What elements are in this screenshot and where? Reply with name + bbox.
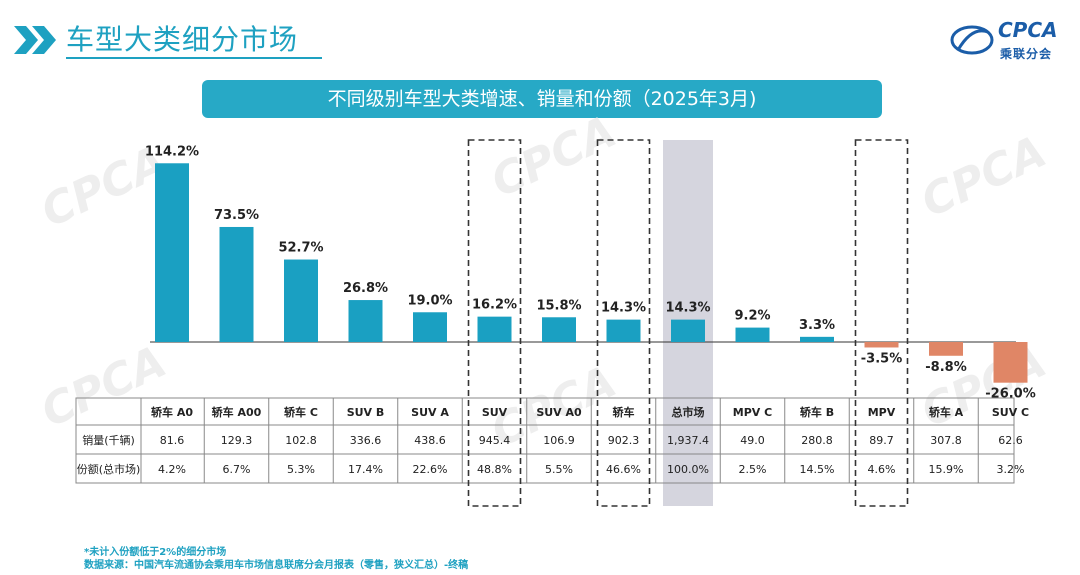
data-table: 轿车 A0 轿车 A00 轿车 C SUV B SUV A SUV SUV A0 轿车 总市场 M… bbox=[75, 397, 1029, 484]
table-cell: 5.5% bbox=[545, 463, 573, 476]
logo-text: CPCA bbox=[998, 18, 1058, 42]
table-cell: 438.6 bbox=[414, 434, 446, 447]
dashed-box bbox=[596, 139, 651, 507]
table-cell: 902.3 bbox=[608, 434, 640, 447]
table-border bbox=[75, 397, 1015, 484]
bar-4 bbox=[348, 300, 383, 342]
bar-value-label: 26.8% bbox=[343, 281, 388, 296]
bar-value-label: 52.7% bbox=[278, 241, 323, 256]
table-header-cell: 轿车 A00 bbox=[212, 405, 262, 419]
table-cell: 1,937.4 bbox=[667, 434, 709, 447]
bar-13 bbox=[929, 342, 963, 356]
bar-3 bbox=[284, 259, 318, 342]
table-row-header: 份额(总市场) bbox=[77, 462, 141, 476]
table-header-cell: 轿车 A0 bbox=[151, 405, 193, 419]
table-cell: 62.6 bbox=[998, 434, 1023, 447]
bar-value-label: 114.2% bbox=[145, 144, 199, 159]
table-header-cell: 轿车 C bbox=[284, 405, 318, 419]
footer-note: *未计入份额低于2%的细分市场 bbox=[84, 547, 227, 558]
bar-11 bbox=[800, 336, 834, 342]
page-title: 车型大类细分市场 bbox=[66, 23, 299, 56]
table-cell: 46.6% bbox=[606, 463, 641, 476]
table-cell: 14.5% bbox=[800, 463, 835, 476]
cpca-logo-icon bbox=[950, 25, 994, 55]
bar-value-label: 19.0% bbox=[407, 293, 452, 308]
chevron-arrows-icon bbox=[14, 26, 56, 54]
bar-value-label: 16.2% bbox=[472, 298, 517, 313]
table-header-cell: MPV C bbox=[733, 406, 772, 419]
bar-value-label: 3.3% bbox=[799, 318, 835, 333]
table-cell: 336.6 bbox=[350, 434, 382, 447]
footer-source: 数据来源：中国汽车流通协会乘用车市场信息联席分会月报表（零售，狭义汇总）-终稿 bbox=[84, 560, 469, 571]
table-cell: 48.8% bbox=[477, 463, 512, 476]
bar-value-label: -8.8% bbox=[925, 360, 966, 375]
table-cell: 2.5% bbox=[739, 463, 767, 476]
table-header-cell: 轿车 bbox=[613, 405, 635, 419]
table-cell: 81.6 bbox=[160, 434, 185, 447]
table-row-header: 销量(千辆) bbox=[82, 433, 135, 447]
watermark-text: CPCA bbox=[484, 106, 624, 208]
bar-14 bbox=[993, 342, 1028, 383]
table-cell: 5.3% bbox=[287, 463, 315, 476]
table-header-cell: 总市场 bbox=[672, 405, 705, 419]
table-cell: 102.8 bbox=[285, 434, 317, 447]
table-cell: 106.9 bbox=[543, 434, 575, 447]
bar-10 bbox=[735, 327, 770, 342]
bars-layer: 114.2% 73.5% 52.7% 26.8% 19.0% 16.2% 15.8% 14.3… bbox=[145, 144, 1036, 401]
bar-6 bbox=[477, 316, 512, 342]
table-cell: 17.4% bbox=[348, 463, 383, 476]
title-underline bbox=[66, 57, 322, 59]
bar-2 bbox=[219, 226, 254, 342]
watermark-text: CPCA bbox=[34, 336, 174, 438]
table-header-cell: SUV B bbox=[347, 406, 385, 419]
bar-value-label: 14.3% bbox=[665, 301, 710, 316]
chart-banner-title: 不同级别车型大类增速、销量和份额（2025年3月) bbox=[202, 80, 882, 118]
table-cell: 4.2% bbox=[158, 463, 186, 476]
table-cell: 15.9% bbox=[929, 463, 964, 476]
table-header-cell: 轿车 A bbox=[929, 405, 964, 419]
bar-12 bbox=[864, 342, 899, 348]
bar-value-label: -26.0% bbox=[985, 387, 1036, 402]
table-header-cell: SUV A0 bbox=[536, 406, 582, 419]
table-cell: 6.7% bbox=[223, 463, 251, 476]
table-cell: 89.7 bbox=[869, 434, 894, 447]
bar-value-label: 15.8% bbox=[536, 298, 581, 313]
table-cell: 22.6% bbox=[413, 463, 448, 476]
table-cell: 4.6% bbox=[868, 463, 896, 476]
table-cell: 129.3 bbox=[221, 434, 253, 447]
bar-5 bbox=[413, 312, 447, 342]
bar-9 bbox=[671, 319, 705, 342]
dashed-box bbox=[467, 139, 522, 507]
bar-value-label: 73.5% bbox=[214, 208, 259, 223]
table-cell: 280.8 bbox=[801, 434, 833, 447]
bar-8 bbox=[606, 319, 641, 342]
table-header-cell: SUV C bbox=[992, 406, 1029, 419]
dashed-box bbox=[854, 139, 909, 507]
watermark-text: CPCA bbox=[914, 126, 1054, 228]
bar-value-label: 9.2% bbox=[734, 309, 770, 324]
bar-7 bbox=[542, 317, 576, 342]
table-header-cell: MPV bbox=[868, 406, 896, 419]
table-header-cell: 轿车 B bbox=[800, 405, 834, 419]
bar-value-label: -3.5% bbox=[861, 351, 902, 366]
table-header-cell: SUV A bbox=[411, 406, 449, 419]
dashed-box-layer bbox=[467, 139, 909, 507]
table-cell: 307.8 bbox=[930, 434, 962, 447]
bar-value-label: 14.3% bbox=[601, 301, 646, 316]
bar-1 bbox=[155, 163, 189, 342]
table-header-cell: SUV bbox=[482, 406, 508, 419]
table-cell: 945.4 bbox=[479, 434, 511, 447]
table-cell: 3.2% bbox=[997, 463, 1025, 476]
logo-subtitle: 乘联分会 bbox=[1000, 47, 1053, 61]
table-cell: 100.0% bbox=[667, 463, 709, 476]
table-cell: 49.0 bbox=[740, 434, 765, 447]
